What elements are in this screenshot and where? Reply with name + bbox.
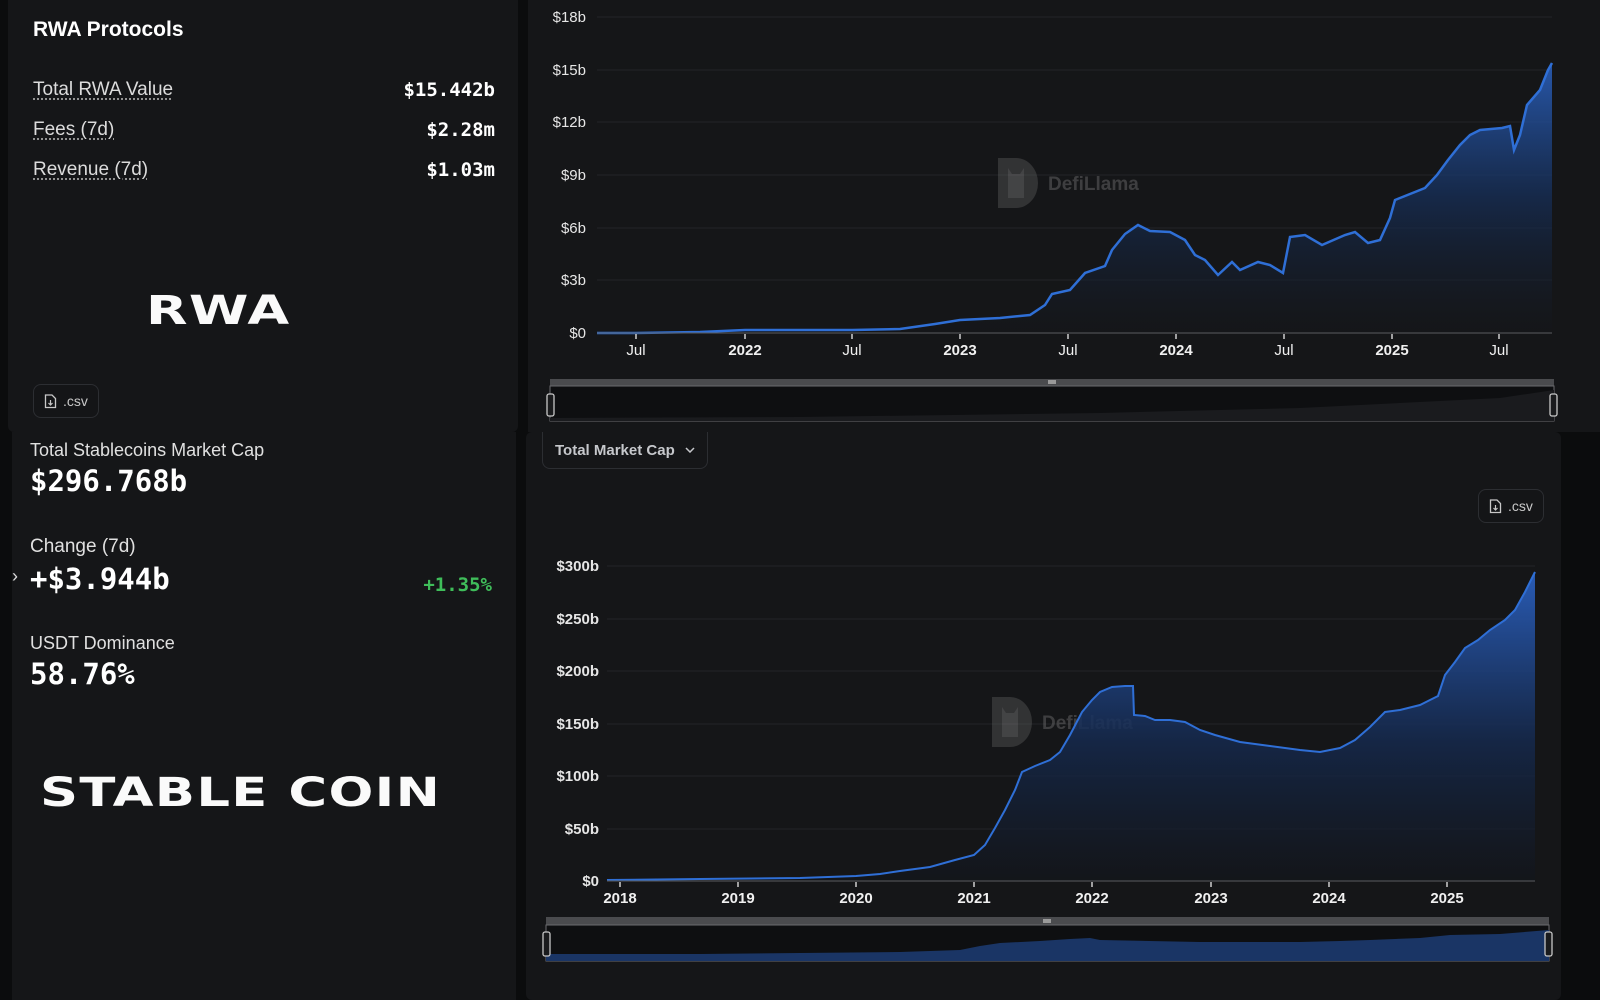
market-cap-label: Total Stablecoins Market Cap — [30, 440, 265, 460]
svg-text:$50b: $50b — [565, 821, 599, 838]
x-ticks — [635, 334, 1500, 339]
y-axis-labels: $300b $250b $200b $150b $100b $50b $0 — [556, 558, 599, 890]
y-axis-labels: $18b $15b $12b $9b $6b $3b $0 — [553, 9, 586, 342]
stablecoin-area-chart[interactable]: $300b $250b $200b $150b $100b $50b $0 De… — [526, 432, 1600, 1000]
svg-text:2022: 2022 — [1075, 890, 1108, 907]
chevron-right-icon[interactable]: › — [12, 566, 18, 586]
svg-text:2021: 2021 — [957, 890, 990, 907]
svg-text:2023: 2023 — [943, 342, 976, 359]
stat-label[interactable]: Revenue (7d) — [33, 159, 149, 180]
stable-coin-wordmark: STABLE COIN — [40, 770, 442, 816]
svg-text:$200b: $200b — [556, 663, 599, 680]
rwa-wordmark: RWA — [146, 288, 291, 334]
svg-text:$250b: $250b — [556, 611, 599, 628]
usdt-dominance-value: 58.76% — [30, 657, 135, 691]
svg-text:$6b: $6b — [561, 220, 586, 237]
x-axis-labels: Jul 2022 Jul 2023 Jul 2024 Jul 2025 Jul — [626, 342, 1508, 359]
svg-text:DefiLlama: DefiLlama — [1048, 174, 1139, 195]
svg-text:$0: $0 — [582, 873, 599, 890]
stablecoin-summary-panel: Total Stablecoins Market Cap $296.768b C… — [12, 432, 516, 1000]
svg-text:Jul: Jul — [626, 342, 645, 359]
stat-revenue-7d: Revenue (7d) $1.03m — [33, 159, 495, 181]
change-7d-label: Change (7d) — [30, 536, 136, 557]
x-axis-labels: 2018 2019 2020 2021 2022 2023 2024 2025 — [603, 890, 1463, 907]
gridlines — [597, 16, 1552, 281]
svg-text:2022: 2022 — [728, 342, 761, 359]
slider-right-handle[interactable] — [1549, 393, 1558, 417]
stablecoin-line — [606, 571, 1536, 881]
slider-drag-handle — [1048, 380, 1056, 384]
stat-total-rwa-value: Total RWA Value $15.442b — [33, 79, 495, 101]
svg-text:$12b: $12b — [553, 114, 586, 131]
svg-text:2019: 2019 — [721, 890, 754, 907]
rwa-zoom-slider[interactable] — [546, 379, 1558, 422]
change-7d-percent: +1.35% — [423, 574, 492, 596]
change-7d-value: +$3.944b — [30, 562, 170, 596]
stat-fees-7d: Fees (7d) $2.28m — [33, 119, 495, 141]
svg-text:Jul: Jul — [1274, 342, 1293, 359]
rwa-line — [597, 62, 1554, 335]
rwa-summary-panel: RWA Protocols Total RWA Value $15.442b F… — [8, 0, 518, 432]
stat-value: $1.03m — [426, 159, 495, 181]
rwa-chart-panel: $18b $15b $12b $9b $6b $3b $0 DefiLlama … — [528, 0, 1600, 432]
svg-text:Jul: Jul — [842, 342, 861, 359]
rwa-area-chart[interactable]: $18b $15b $12b $9b $6b $3b $0 DefiLlama … — [528, 0, 1600, 432]
svg-text:$18b: $18b — [553, 9, 586, 26]
llama-logo-icon — [992, 697, 1032, 747]
svg-text:2024: 2024 — [1312, 890, 1346, 907]
stablecoin-area-fill — [607, 572, 1535, 881]
file-download-icon — [44, 393, 57, 408]
rwa-title: RWA Protocols — [33, 18, 184, 41]
llama-logo-icon — [998, 158, 1038, 208]
x-ticks — [619, 882, 1448, 887]
svg-text:2025: 2025 — [1430, 890, 1463, 907]
svg-text:$100b: $100b — [556, 768, 599, 785]
svg-text:2020: 2020 — [839, 890, 872, 907]
slider-drag-handle — [1043, 919, 1051, 923]
stat-label[interactable]: Fees (7d) — [33, 119, 115, 140]
slider-left-handle[interactable] — [542, 931, 551, 957]
stablecoin-zoom-slider[interactable] — [542, 917, 1553, 962]
stat-value: $15.442b — [403, 79, 495, 101]
rwa-area-fill — [597, 63, 1552, 333]
stat-value: $2.28m — [426, 119, 495, 141]
svg-text:2018: 2018 — [603, 890, 636, 907]
stat-label[interactable]: Total RWA Value — [33, 79, 174, 100]
usdt-dominance-label: USDT Dominance — [30, 633, 175, 653]
svg-text:$9b: $9b — [561, 167, 586, 184]
defillama-watermark: DefiLlama — [998, 158, 1139, 208]
svg-text:$0: $0 — [569, 325, 586, 342]
market-cap-value: $296.768b — [30, 464, 188, 498]
svg-text:2025: 2025 — [1375, 342, 1408, 359]
svg-text:$300b: $300b — [556, 558, 599, 575]
csv-label: .csv — [63, 393, 88, 409]
svg-text:$15b: $15b — [553, 62, 586, 79]
svg-text:$3b: $3b — [561, 272, 586, 289]
svg-text:Jul: Jul — [1489, 342, 1508, 359]
slider-left-handle[interactable] — [546, 393, 555, 417]
chevron-down-icon — [685, 447, 695, 453]
file-download-icon — [1489, 498, 1502, 513]
svg-text:$150b: $150b — [556, 716, 599, 733]
svg-text:Jul: Jul — [1058, 342, 1077, 359]
slider-right-handle[interactable] — [1544, 931, 1553, 957]
csv-label: .csv — [1508, 498, 1533, 514]
csv-download-button[interactable]: .csv — [33, 384, 99, 418]
svg-text:2023: 2023 — [1194, 890, 1227, 907]
metric-dropdown[interactable]: Total Market Cap — [542, 432, 708, 469]
csv-download-button[interactable]: .csv — [1478, 489, 1544, 523]
svg-text:2024: 2024 — [1159, 342, 1193, 359]
dropdown-label: Total Market Cap — [555, 441, 675, 459]
